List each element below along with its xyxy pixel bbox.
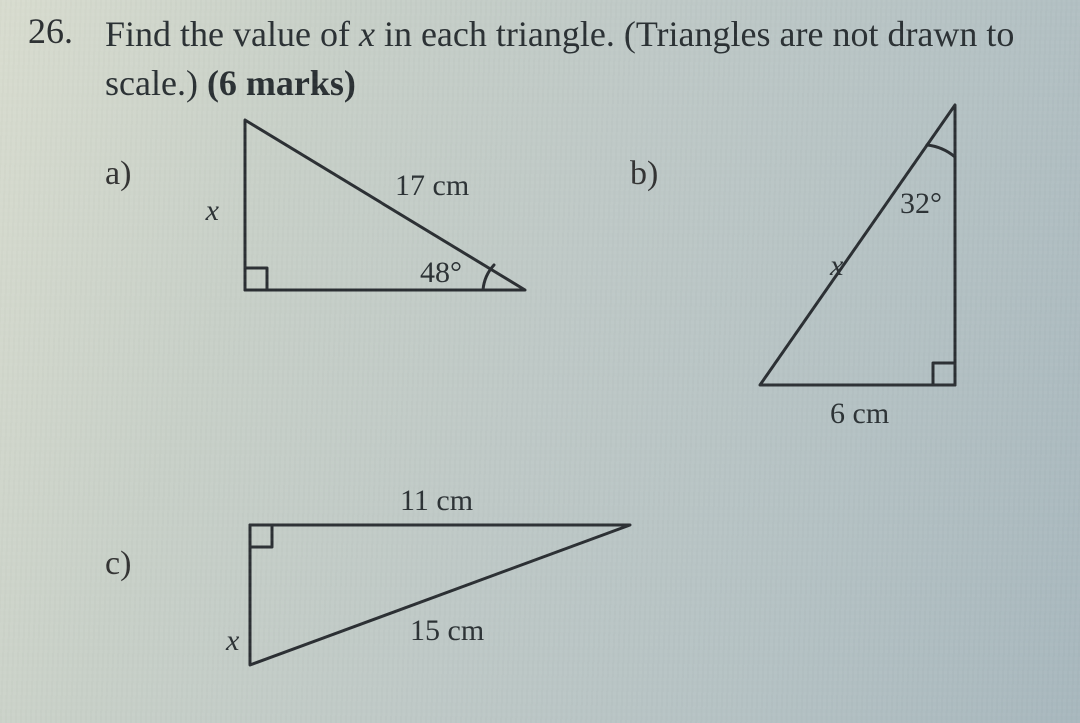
- triangle-a: x 17 cm 48°: [225, 110, 565, 320]
- triangle-a-hypotenuse: 17 cm: [395, 169, 469, 202]
- part-c-label: c): [105, 545, 131, 583]
- question-marks: (6 marks): [207, 63, 356, 103]
- triangle-b: 32° x 6 cm: [720, 95, 1040, 445]
- question-text: Find the value of x in each triangle. (T…: [105, 10, 1050, 107]
- part-a-label: a): [105, 155, 131, 193]
- question-number: 26.: [28, 10, 73, 52]
- triangle-c-top: 11 cm: [400, 484, 473, 517]
- triangle-b-side-x: x: [829, 249, 844, 282]
- triangle-c-side-x: x: [225, 624, 240, 657]
- part-b-label: b): [630, 155, 658, 193]
- worksheet-page: 26. Find the value of x in each triangle…: [0, 0, 1080, 723]
- triangle-b-base: 6 cm: [830, 397, 889, 430]
- triangle-a-angle: 48°: [420, 256, 462, 289]
- triangle-a-side-x: x: [205, 194, 220, 227]
- triangle-c-hypotenuse: 15 cm: [410, 614, 484, 647]
- triangle-b-angle: 32°: [900, 187, 942, 220]
- question-text-pre: Find the value of: [105, 14, 359, 54]
- triangle-c: 11 cm 15 cm x: [200, 470, 680, 700]
- variable-x: x: [359, 14, 375, 54]
